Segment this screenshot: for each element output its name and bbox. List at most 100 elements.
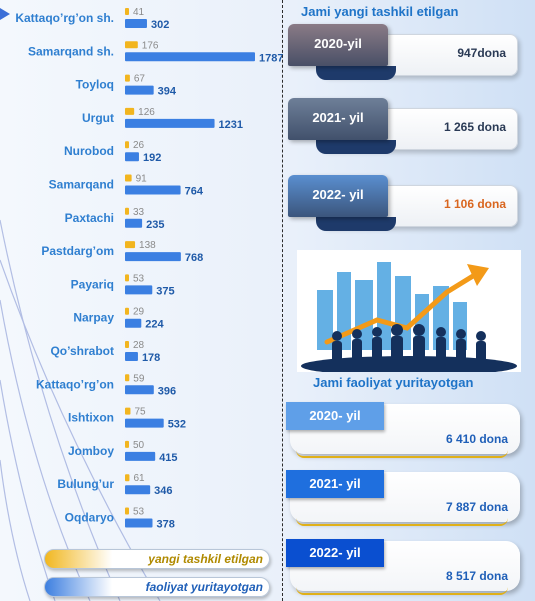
bar-new (125, 74, 130, 82)
bar-new (125, 341, 129, 348)
legend-new: yangi tashkil etilgan (44, 549, 270, 569)
bar-new (125, 307, 129, 315)
category-label: Oqdaryo (65, 511, 114, 525)
category-label: Paxtachi (65, 211, 114, 225)
value-label-new: 33 (133, 207, 145, 218)
bar-new (125, 407, 131, 415)
value-label-new: 61 (133, 473, 145, 484)
value-label-new: 26 (133, 140, 145, 151)
bar-new (125, 107, 135, 115)
bar-active (125, 451, 156, 461)
value-label-active: 224 (145, 319, 164, 331)
active-card-year: 2022- yil (286, 539, 384, 567)
category-label: Narpay (73, 311, 114, 325)
card-underline (296, 450, 508, 458)
card-underline (296, 518, 508, 526)
value-label-new: 50 (133, 440, 145, 451)
category-label: Ishtixon (68, 411, 114, 425)
category-label: Qo’shrabot (50, 344, 114, 358)
bar-active (125, 52, 255, 62)
bar-new (125, 8, 129, 15)
value-label-active: 378 (156, 519, 174, 531)
bar-new (125, 241, 136, 249)
value-label-active: 178 (142, 352, 160, 364)
value-label-active: 394 (158, 86, 177, 98)
value-label-active: 192 (143, 152, 161, 164)
bar-active (125, 352, 138, 361)
bar-active (125, 152, 139, 162)
value-label-active: 375 (156, 285, 174, 297)
category-label: Kattaqo’rg’on sh. (15, 11, 114, 25)
top-section-title: Jami yangi tashkil etilgan (301, 4, 459, 19)
value-label-new: 176 (142, 40, 159, 51)
bar-active (125, 485, 151, 495)
card-underline (296, 587, 508, 595)
bar-active (125, 318, 142, 328)
new-card-year: 2022- yil (288, 175, 388, 217)
section-divider (282, 0, 283, 601)
bottom-section-title: Jami faoliyat yuritayotgan (313, 375, 474, 390)
value-label-new: 67 (134, 74, 146, 85)
bar-new (125, 207, 129, 215)
value-label-new: 138 (139, 240, 156, 251)
active-card-year: 2020- yil (286, 402, 384, 430)
category-label: Payariq (71, 277, 114, 291)
bar-new (125, 507, 129, 515)
legend-active: faoliyat yuritayotgan (44, 577, 270, 597)
value-label-new: 29 (133, 307, 145, 318)
active-card-2021: 2021- yil 7 887 dona (286, 470, 524, 528)
value-label-active: 764 (185, 186, 204, 198)
bar-new (125, 374, 130, 382)
bar-new (125, 141, 129, 149)
active-card-value: 7 887 dona (445, 500, 508, 514)
value-label-active: 396 (158, 385, 176, 397)
value-label-active: 302 (151, 19, 169, 31)
category-label: Urgut (82, 111, 114, 125)
value-label-active: 415 (159, 452, 177, 464)
active-card-value: 8 517 dona (445, 569, 508, 583)
bar-active (125, 185, 181, 195)
bar-active (125, 385, 154, 395)
active-card-2020: 2020- yil 6 410 dona (286, 402, 524, 460)
value-label-active: 235 (146, 219, 164, 231)
new-card-value: 1 106 dona (443, 197, 506, 211)
bar-active (125, 518, 153, 528)
tab-fold (316, 217, 396, 231)
tab-fold (316, 66, 396, 80)
value-label-new: 91 (136, 174, 148, 185)
bar-active (125, 285, 153, 295)
bar-new (125, 174, 132, 182)
bar-new (125, 274, 129, 282)
value-label-new: 126 (138, 107, 155, 118)
category-label: Samarqand (49, 178, 114, 192)
category-label: Samarqand sh. (28, 44, 114, 58)
category-label: Pastdarg’om (41, 244, 114, 258)
business-growth-illustration (297, 250, 521, 372)
value-label-new: 53 (133, 507, 145, 518)
active-card-value: 6 410 dona (445, 432, 508, 446)
new-card-2022: 2022- yil 1 106 dona (288, 175, 528, 237)
bar-new (125, 440, 129, 448)
legend-new-label: yangi tashkil etilgan (148, 552, 263, 566)
value-label-active: 1787 (259, 52, 283, 64)
bar-active (125, 118, 215, 128)
value-label-new: 28 (133, 340, 145, 351)
value-label-active: 1231 (219, 119, 243, 131)
bar-active (125, 252, 181, 262)
value-label-new: 75 (134, 407, 146, 418)
tab-fold (316, 140, 396, 154)
value-label-active: 768 (185, 252, 203, 264)
value-label-active: 532 (168, 419, 186, 431)
bar-new (125, 474, 130, 482)
bar-active (125, 19, 147, 28)
new-card-year: 2020-yil (288, 24, 388, 66)
new-card-2020: 2020-yil 947dona (288, 24, 528, 86)
category-label: Kattaqo’rg’on (36, 377, 114, 391)
legend-active-label: faoliyat yuritayotgan (145, 580, 263, 594)
category-label: Toyloq (76, 78, 114, 92)
active-card-year: 2021- yil (286, 470, 384, 498)
new-card-2021: 2021- yil 1 265 dona (288, 98, 528, 160)
value-label-new: 53 (133, 273, 145, 284)
new-card-year: 2021- yil (288, 98, 388, 140)
bar-active (125, 85, 154, 95)
